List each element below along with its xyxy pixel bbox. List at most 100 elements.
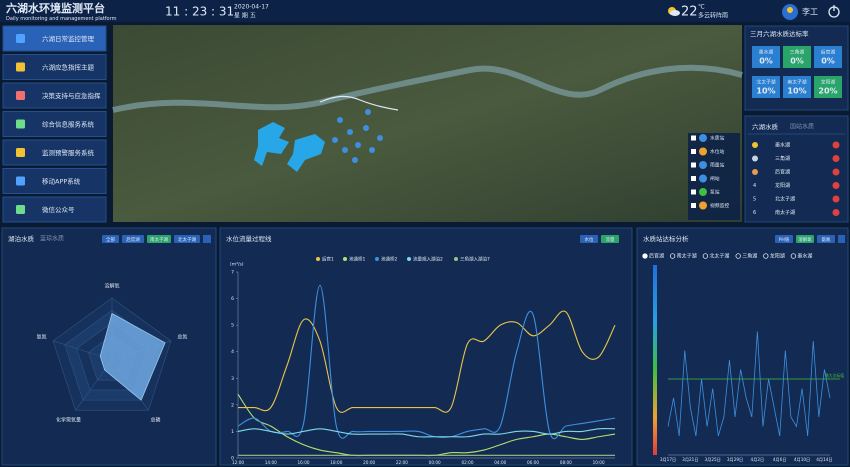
legend-label[interactable]: 水位站 [710,148,725,155]
dropdown[interactable] [203,235,211,243]
radio[interactable] [642,253,648,259]
menu-label[interactable]: 六湖日常监控管理 [42,34,95,43]
legend-label[interactable]: 后官1 [322,256,334,263]
x-tick-label: 12:00 [232,460,244,465]
button-label[interactable]: PH值 [779,236,790,243]
route [319,95,399,111]
y-tick-label: 4 [231,349,234,355]
lake [254,122,289,166]
legend-label[interactable]: 池通桥1 [349,256,365,263]
rate-box [783,46,811,68]
legend-label[interactable]: 南太子湖 [677,253,697,260]
x-tick-label: 3月17日 [660,457,676,463]
radio[interactable] [735,253,741,259]
legend-label[interactable]: 墨水湖 [797,253,812,260]
rate-name: 南太子湖 [787,79,806,86]
menu-label[interactable]: 六湖应急指挥主题 [42,63,95,72]
status-icon [832,182,840,189]
button-label[interactable]: 后官湖 [126,236,140,243]
rate-value: 0% [790,57,804,66]
y-tick-label: 3 [231,376,234,382]
panel [636,227,849,466]
legend-checkbox[interactable] [691,189,696,195]
legend-label[interactable]: 三角湖 [742,253,757,260]
legend-icon [699,161,707,169]
legend-icon [699,134,707,142]
radio[interactable] [763,253,769,259]
button[interactable] [601,235,619,243]
menu-label[interactable]: 决策支持与应急指挥 [42,91,101,100]
menu-label[interactable]: 综合信息服务系统 [42,120,95,129]
button[interactable] [796,235,814,243]
x-tick-label: 16:00 [298,460,310,465]
legend-label[interactable]: 水质站 [710,135,725,142]
panel-title: 湖泊水质 [8,234,35,243]
temp-unit: ℃ [698,4,705,11]
series-line [237,428,616,438]
tab[interactable]: 六湖水质 [752,122,779,131]
button[interactable] [174,235,200,243]
user-name[interactable]: 李工 [802,7,818,17]
map[interactable] [113,25,742,222]
button-label[interactable]: 全部 [106,236,115,243]
button-label[interactable]: 流量 [606,236,615,243]
button[interactable] [580,235,598,243]
tab[interactable]: 国站水质 [790,123,814,131]
legend-label[interactable]: 后官湖 [649,253,664,260]
legend-label[interactable]: 视频监控 [710,202,729,209]
x-tick-label: 08:00 [560,460,572,465]
menu-label[interactable]: 微信公众号 [42,205,75,214]
button-label[interactable]: 水位 [585,236,594,243]
legend-checkbox[interactable] [691,162,696,168]
panel-subtitle[interactable]: 蓝琼水质 [40,235,64,243]
radio[interactable] [669,253,676,259]
status-icon [832,209,840,216]
legend-checkbox[interactable] [691,149,696,154]
button[interactable] [122,235,144,243]
radio[interactable] [702,253,709,259]
legend-checkbox[interactable] [691,203,696,208]
button[interactable] [817,235,835,243]
legend-checkbox[interactable] [691,176,696,181]
button-label[interactable]: 南太子湖 [150,236,168,243]
legend-checkbox[interactable] [691,135,696,141]
header-bar [0,0,850,22]
button-label[interactable]: 北太子湖 [178,236,196,243]
menu-label[interactable]: 移动APP系统 [42,177,81,186]
lake-name: 三角湖 [775,155,790,162]
lake-name: 龙阳湖 [775,182,790,189]
button-label[interactable]: 氨氮 [822,236,831,243]
legend-swatch[interactable] [316,257,320,261]
menu-label[interactable]: 监测预警服务系统 [42,148,95,157]
temperature: 22 [681,5,698,20]
legend-label[interactable]: 三角湖入湖泊7 [460,256,490,263]
button[interactable] [775,235,793,243]
button[interactable] [102,235,119,243]
rate-name: 北太子湖 [756,79,775,86]
legend-swatch[interactable] [375,257,379,261]
radio[interactable] [790,253,797,259]
panel [744,115,849,223]
legend-swatch[interactable] [454,257,458,261]
legend-label[interactable]: 闸站 [710,175,720,182]
rate-box [752,46,780,68]
legend-label[interactable]: 龙阳湖 [770,253,785,260]
button-label[interactable]: 溶解氧 [798,236,812,243]
legend-label[interactable]: 流量观入湖泊2 [413,256,443,263]
dropdown[interactable] [838,235,845,243]
status-icon [832,195,840,203]
rate-name: 墨水湖 [759,49,774,56]
x-tick-label: 4月14日 [816,457,832,463]
legend-label[interactable]: 池通桥2 [381,256,397,263]
legend-label[interactable]: 泵站 [710,189,720,196]
x-tick-label: 4月10日 [794,457,810,463]
button[interactable] [147,235,171,243]
legend-swatch[interactable] [407,257,411,261]
legend-label[interactable]: 雨量站 [710,162,725,169]
date: 2020-04-17 [234,4,269,11]
rank: 5 [753,197,756,203]
legend-label[interactable]: 北太子湖 [709,253,729,260]
legend-swatch[interactable] [343,257,347,261]
x-tick-label: 22:00 [396,460,408,465]
menu-icon [16,148,25,157]
